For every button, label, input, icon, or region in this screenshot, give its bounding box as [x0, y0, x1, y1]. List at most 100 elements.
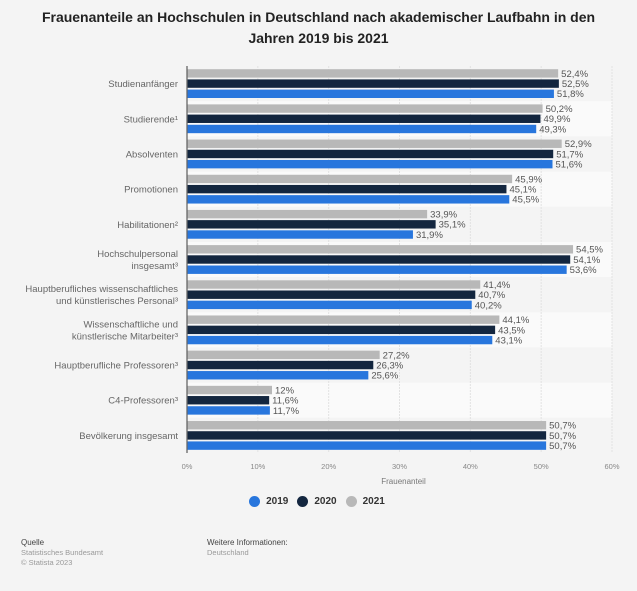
value-label-2021: 12% — [275, 385, 295, 396]
bar-2019 — [187, 406, 270, 415]
category-label: insgesamt³ — [132, 261, 178, 272]
legend-item-2020[interactable]: 2020 — [297, 496, 337, 507]
bar-2021 — [187, 139, 562, 148]
value-label-2021: 54,5% — [576, 245, 603, 256]
value-label-2019: 43,1% — [495, 335, 522, 346]
value-label-2021: 44,1% — [502, 315, 529, 326]
x-tick-label: 20% — [321, 462, 336, 471]
category-label: und künstlerisches Personal³ — [56, 296, 178, 307]
category-label: Hauptberufliche Professoren³ — [54, 361, 178, 372]
bar-2020 — [187, 114, 541, 123]
bar-2019 — [187, 89, 554, 98]
value-label-2021: 27,2% — [383, 350, 410, 361]
legend-dot-icon — [345, 496, 357, 507]
x-tick-label: 0% — [182, 462, 193, 471]
value-label-2019: 25,6% — [371, 371, 398, 382]
bar-2019 — [187, 441, 547, 450]
value-label-2019: 51,6% — [556, 160, 583, 171]
value-label-2020: 52,5% — [562, 79, 589, 90]
copyright: © Statista 2023 — [21, 558, 73, 567]
category-label: Hauptberufliches wissenschaftliches — [25, 284, 178, 295]
value-label-2019: 53,6% — [570, 265, 597, 276]
bar-2020 — [187, 360, 374, 370]
value-label-2020: 54,1% — [573, 255, 600, 266]
value-label-2019: 40,2% — [475, 300, 502, 311]
value-label-2021: 41,4% — [483, 280, 510, 291]
bar-2019 — [187, 371, 369, 380]
value-label-2020: 51,7% — [556, 149, 583, 160]
chart-title: Frauenanteile an Hochschulen in Deutschl… — [0, 7, 637, 49]
value-label-2021: 45,9% — [515, 174, 542, 185]
bar-2021 — [187, 69, 559, 78]
category-label: Wissenschaftliche und — [83, 319, 178, 330]
value-label-2020: 35,1% — [439, 220, 466, 231]
source-name[interactable]: Statistisches Bundesamt — [21, 548, 104, 557]
bar-2020 — [187, 290, 476, 299]
bar-2020 — [187, 184, 507, 194]
bar-2020 — [187, 431, 547, 440]
x-tick-label: 10% — [250, 462, 265, 471]
x-tick-label: 30% — [392, 462, 407, 471]
category-label: Hochschulpersonal — [97, 249, 178, 260]
value-label-2020: 49,9% — [543, 114, 570, 125]
source-section: Quelle Statistisches Bundesamt © Statist… — [21, 538, 103, 568]
bar-2020 — [187, 149, 554, 159]
category-label: Bevölkerung insgesamt — [79, 431, 178, 442]
category-label: C4-Professoren³ — [108, 396, 178, 407]
bar-2021 — [187, 104, 543, 113]
category-label: Studierende¹ — [124, 114, 178, 125]
info-section: Weitere Informationen: Deutschland — [207, 538, 288, 558]
legend-item-2019[interactable]: 2019 — [249, 496, 288, 507]
value-label-2020: 40,7% — [478, 290, 505, 301]
bar-2021 — [187, 280, 481, 289]
bar-2020 — [187, 79, 559, 88]
value-label-2019: 31,9% — [416, 230, 443, 241]
value-label-2021: 52,9% — [565, 139, 592, 150]
legend-item-2021[interactable]: 2021 — [345, 496, 385, 507]
bar-chart: 52,4% 50,2% 52,9% 45,9% 33,9% 54,5% 41,4% 44,1%… — [25, 66, 620, 486]
legend-dot-icon — [297, 496, 309, 507]
value-label-2021: 50,2% — [546, 104, 573, 115]
value-label-2021: 33,9% — [430, 210, 457, 221]
value-label-2021: 50,7% — [549, 421, 576, 432]
bar-2021 — [187, 245, 574, 254]
x-axis-title: Frauenanteil — [381, 477, 426, 486]
bar-2019 — [187, 195, 510, 204]
legend-label: 2019 — [266, 496, 289, 507]
value-label-2020: 50,7% — [549, 431, 576, 442]
bar-2020 — [187, 220, 436, 229]
x-tick-label: 60% — [604, 462, 619, 471]
info-heading: Weitere Informationen: — [207, 538, 288, 547]
category-label: künstlerische Mitarbeiter³ — [72, 331, 178, 342]
value-label-2019: 51,8% — [557, 89, 584, 100]
bars — [187, 69, 574, 450]
category-label: Habilitationen² — [117, 220, 178, 231]
value-label-2019: 49,3% — [539, 124, 566, 135]
category-label: Absolventen — [126, 149, 178, 160]
chart-title-line-2: Jahren 2019 bis 2021 — [248, 30, 389, 46]
value-label-2019: 50,7% — [549, 441, 576, 452]
legend: 2019 2020 2021 — [0, 496, 637, 507]
bar-2021 — [187, 421, 547, 430]
bar-2019 — [187, 159, 553, 169]
x-tick-label: 50% — [534, 462, 549, 471]
bar-2020 — [187, 396, 270, 405]
value-label-2019: 11,7% — [273, 406, 300, 417]
bar-2021 — [187, 315, 500, 324]
x-axis-tick-labels: 0% 10% 20% 30% 40% 50% 60% — [182, 462, 620, 471]
bar-2020 — [187, 255, 571, 264]
bar-2019 — [187, 335, 493, 345]
legend-dot-icon — [249, 496, 261, 507]
chart-title-line-1: Frauenanteile an Hochschulen in Deutschl… — [41, 9, 596, 25]
value-label-2020: 45,1% — [509, 185, 536, 196]
bar-2021 — [187, 174, 513, 184]
value-label-2020: 26,3% — [376, 360, 403, 371]
category-label: Studienanfänger — [108, 79, 178, 90]
info-region: Deutschland — [207, 548, 249, 557]
bar-2021 — [187, 350, 380, 360]
bar-2019 — [187, 265, 567, 274]
bar-2021 — [187, 209, 428, 219]
category-label: Promotionen — [124, 185, 178, 196]
source-heading: Quelle — [21, 538, 45, 547]
bar-2019 — [187, 230, 413, 239]
